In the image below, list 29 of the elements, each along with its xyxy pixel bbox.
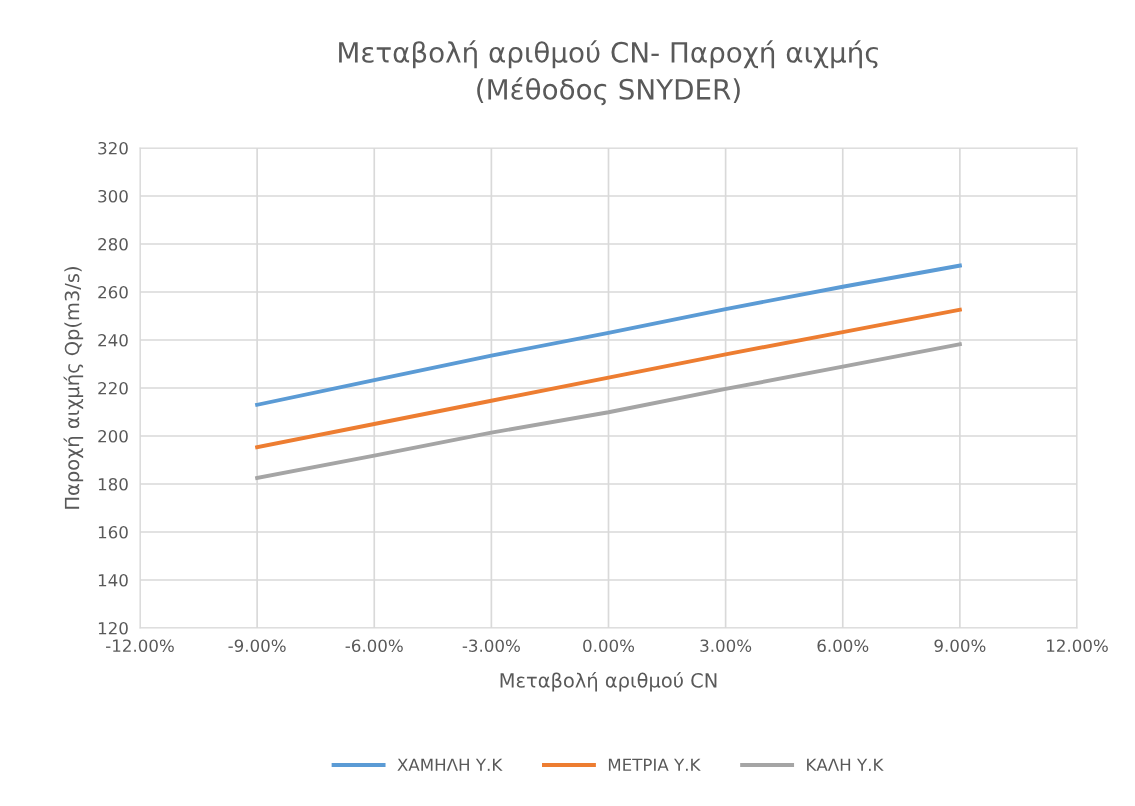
legend-label: ΚΑΛΗ Υ.Κ bbox=[807, 758, 884, 771]
x-tick-label: 0.00% bbox=[583, 639, 635, 653]
legend-label: ΜΕΤΡΙΑ Υ.Κ bbox=[608, 758, 701, 771]
line-series bbox=[255, 307, 962, 450]
y-tick-label: 280 bbox=[98, 237, 128, 251]
y-axis-title: Παροχή αιχμής Qp(m3/s) bbox=[63, 267, 84, 509]
y-tick-label: 300 bbox=[98, 189, 128, 203]
y-tick-label: 120 bbox=[98, 621, 128, 635]
line-series bbox=[255, 342, 962, 480]
x-tick-label: -9.00% bbox=[228, 639, 286, 653]
y-tick-label: 220 bbox=[98, 381, 128, 395]
x-tick-label: 12.00% bbox=[1047, 639, 1108, 653]
x-tick-label: 6.00% bbox=[817, 639, 869, 653]
y-tick-label: 160 bbox=[98, 525, 128, 539]
y-tick-label: 320 bbox=[98, 141, 128, 155]
x-tick-label: -6.00% bbox=[345, 639, 403, 653]
x-axis-title: Μεταβολή αριθμού CN bbox=[500, 671, 717, 692]
x-tick-label: -12.00% bbox=[106, 639, 174, 653]
y-tick-label: 240 bbox=[98, 333, 128, 347]
y-tick-label: 200 bbox=[98, 429, 128, 443]
x-tick-label: 3.00% bbox=[700, 639, 752, 653]
x-tick-label: 9.00% bbox=[934, 639, 986, 653]
y-tick-label: 260 bbox=[98, 285, 128, 299]
y-tick-label: 140 bbox=[98, 573, 128, 587]
line-series bbox=[255, 263, 962, 407]
legend-label: ΧΑΜΗΛΗ Υ.Κ bbox=[397, 758, 503, 771]
y-tick-label: 180 bbox=[98, 477, 128, 491]
chart-title: Μεταβολή αριθμού CN- Παροχή αιχμής (Μέθοδος SNYDER) bbox=[339, 40, 878, 106]
x-tick-label: -3.00% bbox=[462, 639, 520, 653]
